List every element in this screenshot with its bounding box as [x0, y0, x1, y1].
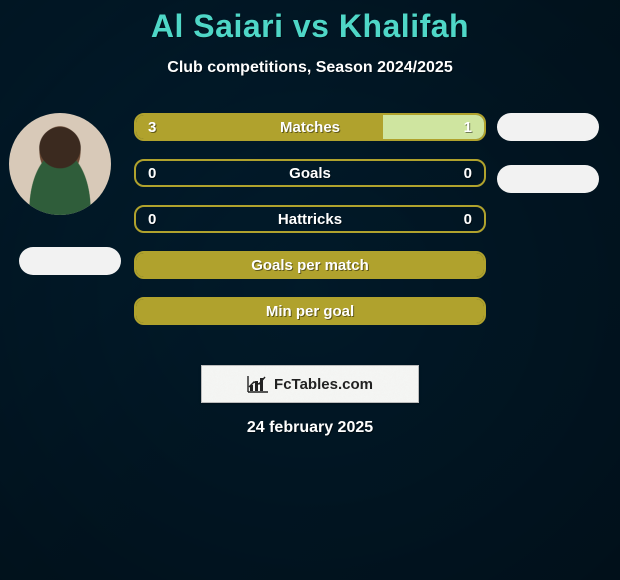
- stat-bar-value-left: 0: [136, 207, 168, 231]
- brand-box: FcTables.com: [201, 365, 419, 403]
- stat-bar-label: Min per goal: [136, 299, 484, 323]
- stat-bars: Matches31Goals00Hattricks00Goals per mat…: [134, 113, 486, 325]
- page-title: Al Saiari vs Khalifah: [0, 0, 620, 45]
- stat-bar-value-right: 1: [452, 115, 484, 139]
- player-right-club-pill: [497, 165, 599, 193]
- brand-text: FcTables.com: [274, 376, 373, 393]
- stat-bar-label: Hattricks: [136, 207, 484, 231]
- player-left-avatar: [9, 113, 111, 215]
- stat-bar: Goals per match: [134, 251, 486, 279]
- stat-bar: Min per goal: [134, 297, 486, 325]
- brand-chart-icon: [247, 375, 269, 393]
- stat-bar-label: Goals: [136, 161, 484, 185]
- stat-bar: Goals0 0: [134, 159, 486, 187]
- page-subtitle: Club competitions, Season 2024/2025: [0, 59, 620, 77]
- comparison-area: Matches31Goals00Hattricks00Goals per mat…: [0, 113, 620, 343]
- stat-bar: Matches3 1: [134, 113, 486, 141]
- stat-bar: Hattricks0 0: [134, 205, 486, 233]
- stat-bar-value-left: 0: [136, 161, 168, 185]
- stat-bar-value-right: 0: [452, 161, 484, 185]
- player-right-avatar-placeholder: [497, 113, 599, 141]
- snapshot-date: 24 february 2025: [0, 419, 620, 437]
- stat-bar-label: Matches: [136, 115, 484, 139]
- player-left-club-pill: [19, 247, 121, 275]
- stat-bar-label: Goals per match: [136, 253, 484, 277]
- stat-bar-value-left: 3: [136, 115, 168, 139]
- stat-bar-value-right: 0: [452, 207, 484, 231]
